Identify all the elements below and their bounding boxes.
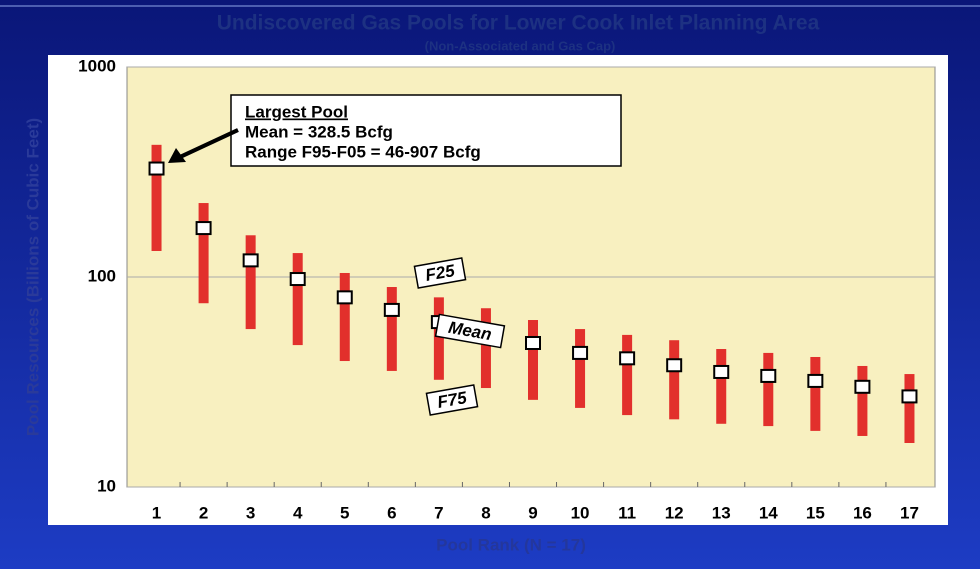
x-tick-label: 10: [571, 503, 590, 522]
range-bar: [245, 235, 256, 330]
range-bar: [716, 349, 727, 424]
y-tick-label: 10: [97, 476, 116, 495]
mean-marker: [666, 358, 683, 373]
mean-marker: [854, 379, 871, 394]
range-bar: [528, 320, 538, 400]
series-label-box: [413, 257, 467, 289]
series-label-box: [434, 313, 506, 349]
range-bar: [622, 334, 633, 416]
y-tick-label: 1000: [78, 56, 116, 75]
mean-marker: [242, 253, 259, 268]
mean-marker: [148, 161, 165, 176]
x-tick-label: 7: [434, 503, 443, 522]
x-tick-label: 16: [853, 503, 872, 522]
range-bar: [433, 297, 444, 380]
mean-marker: [383, 302, 400, 317]
x-tick-label: 12: [665, 503, 684, 522]
range-bar: [151, 144, 162, 251]
x-tick-label: 13: [712, 503, 731, 522]
range-bar: [339, 272, 350, 362]
chart-subtitle: (Non-Associated and Gas Cap): [425, 38, 616, 53]
series-label: Mean: [434, 313, 506, 349]
chart-title: Undiscovered Gas Pools for Lower Cook In…: [217, 12, 820, 35]
x-tick-label: 11: [618, 503, 636, 522]
annotation-heading: Largest Pool: [245, 102, 348, 121]
range-bar: [857, 365, 868, 436]
range-bar: [386, 287, 397, 371]
range-bar: [575, 329, 586, 408]
series-label-box: [425, 384, 479, 416]
mean-marker: [336, 290, 353, 305]
x-tick-label: 2: [199, 503, 208, 522]
annotation-box: [230, 94, 622, 167]
x-axis-label: Pool Rank (N = 17): [436, 535, 586, 554]
x-tick-label: 17: [900, 503, 919, 522]
range-bar: [198, 203, 209, 304]
range-bar: [669, 340, 680, 420]
y-tick-label: 100: [88, 266, 116, 285]
series-label-text: F75: [436, 388, 469, 412]
range-bar: [292, 253, 303, 346]
mean-marker: [901, 389, 918, 404]
series-label: F75: [425, 384, 479, 416]
y-axis-label: Pool Resources (Billions of Cubic Feet): [23, 118, 42, 436]
annotation-arrow: [179, 128, 239, 159]
x-tick-label: 8: [481, 503, 490, 522]
series-label: F25: [413, 257, 467, 289]
mean-marker: [289, 272, 306, 287]
mean-marker: [619, 351, 636, 366]
x-tick-label: 6: [387, 503, 396, 522]
x-tick-label: 9: [528, 503, 537, 522]
x-tick-label: 4: [293, 503, 303, 522]
mean-marker: [760, 368, 777, 383]
mean-marker: [195, 221, 212, 236]
range-bar: [763, 352, 774, 427]
annotation-line: Range F95-F05 = 46-907 Bcfg: [245, 142, 481, 161]
range-bar: [904, 374, 915, 444]
range-bar: [810, 356, 821, 431]
x-tick-label: 3: [246, 503, 255, 522]
mean-marker: [807, 373, 824, 388]
series-label-text: F25: [424, 261, 457, 285]
annotation-arrowhead: [168, 148, 186, 163]
x-tick-label: 5: [340, 503, 349, 522]
mean-marker: [713, 364, 730, 379]
mean-marker: [572, 345, 589, 360]
annotations: Largest Pool Mean = 328.5 Bcfg Range F95…: [168, 94, 622, 416]
x-tick-label: 15: [806, 503, 825, 522]
x-tick-label: 1: [152, 503, 161, 522]
annotation-line: Mean = 328.5 Bcfg: [245, 122, 393, 141]
x-tick-label: 14: [759, 503, 778, 522]
range-bar: [480, 308, 491, 389]
mean-marker: [525, 335, 541, 350]
